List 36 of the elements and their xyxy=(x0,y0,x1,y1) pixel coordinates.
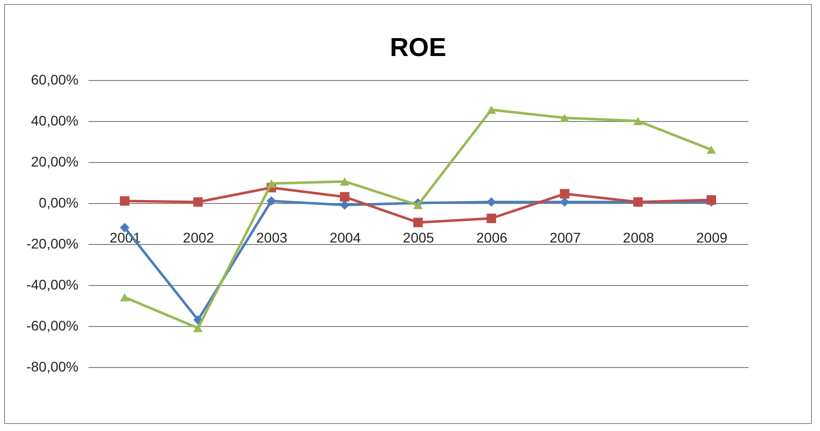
x-tick-label: 2009 xyxy=(696,230,728,246)
y-tick-label: 60,00% xyxy=(31,72,78,88)
y-tick-label: 40,00% xyxy=(31,112,78,128)
y-tick-label: -80,00% xyxy=(26,358,78,374)
point xyxy=(266,196,276,206)
x-tick-label: 2003 xyxy=(256,230,288,246)
point xyxy=(560,114,570,122)
point xyxy=(120,293,130,302)
point xyxy=(340,200,350,210)
y-tick-label: 0,00% xyxy=(38,194,78,210)
point xyxy=(413,200,423,210)
point xyxy=(560,197,570,207)
x-tick-label: 2005 xyxy=(402,230,434,246)
point xyxy=(120,196,130,206)
y-tick-label: -20,00% xyxy=(26,236,78,252)
point xyxy=(193,197,203,207)
x-tick-label: 2006 xyxy=(476,230,508,246)
point xyxy=(486,106,496,114)
x-tick-label: 2002 xyxy=(182,230,214,246)
point xyxy=(340,192,350,202)
x-tick-label: 2004 xyxy=(330,230,361,246)
point xyxy=(340,177,350,186)
x-tick-label: 2008 xyxy=(622,230,654,246)
point xyxy=(560,189,570,199)
point xyxy=(706,146,716,154)
point xyxy=(413,218,423,228)
point xyxy=(633,116,643,126)
point xyxy=(486,214,496,224)
x-tick-label: 2007 xyxy=(550,230,581,246)
point xyxy=(193,324,203,332)
y-tick-label: -60,00% xyxy=(26,318,78,334)
point xyxy=(486,197,496,207)
y-tick-label: -40,00% xyxy=(26,276,78,292)
y-tick-label: 20,00% xyxy=(31,154,78,170)
point xyxy=(266,179,276,188)
chart-title: ROE xyxy=(390,32,446,62)
